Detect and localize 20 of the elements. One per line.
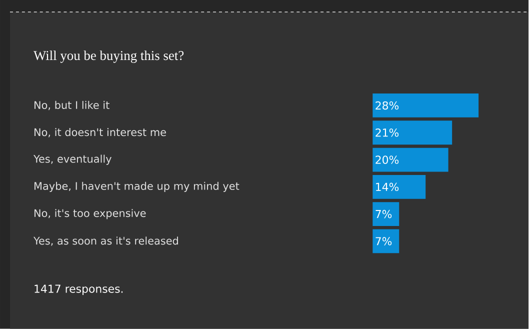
y-tick-label: No, it doesn't interest me (34, 128, 166, 138)
bar (372, 175, 426, 200)
bar (372, 94, 479, 118)
y-tick-label: No, it's too expensive (34, 209, 146, 220)
bar (372, 229, 400, 254)
y-tick-label: No, but I like it (34, 101, 110, 110)
bar (372, 202, 400, 226)
bar (372, 120, 452, 145)
y-tick-label: Maybe, I haven't made up my mind yet (34, 182, 240, 192)
y-tick-label: Yes, eventually (33, 154, 112, 165)
data-label: 7% (376, 210, 392, 218)
data-label: 7% (376, 237, 392, 246)
data-label: 21% (376, 128, 399, 137)
text: 1417 responses. (34, 284, 123, 296)
bar (372, 148, 448, 172)
data-label: 14% (376, 182, 399, 192)
text: Will you be buying this set? (34, 50, 184, 64)
data-label: 28% (376, 102, 399, 110)
y-tick-label: Yes, as soon as it's released (33, 236, 178, 246)
data-label: 20% (376, 156, 399, 164)
